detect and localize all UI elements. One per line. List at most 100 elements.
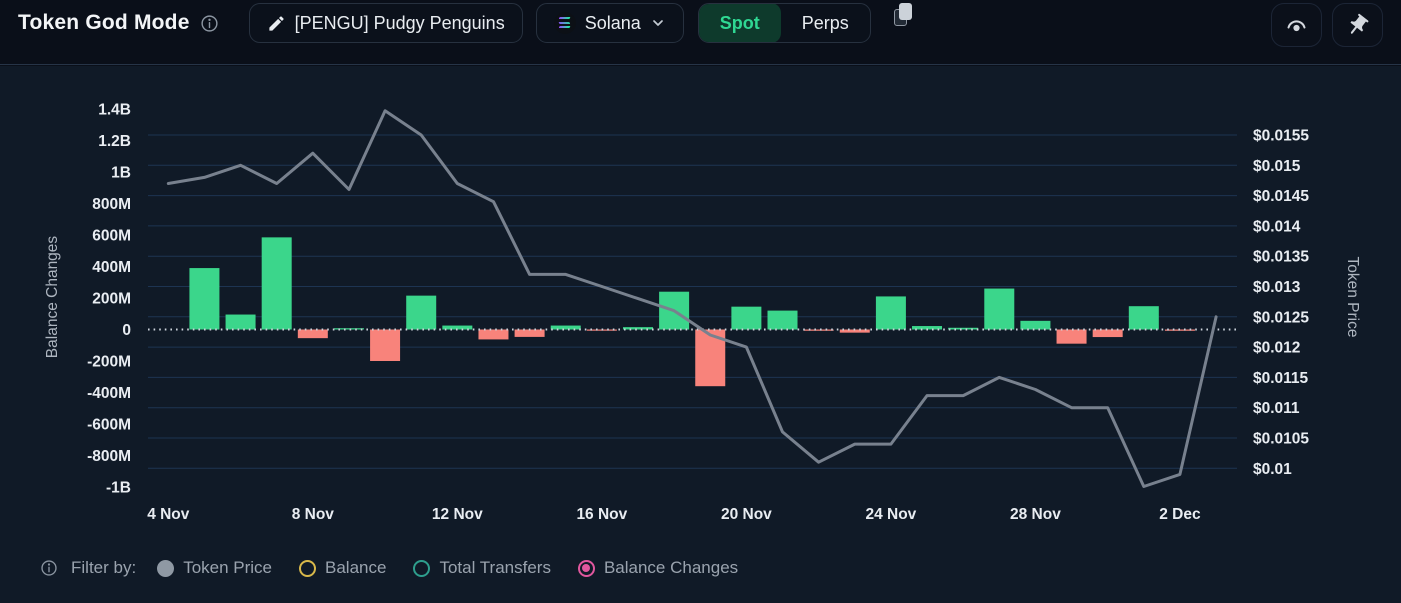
tab-spot[interactable]: Spot <box>698 4 781 42</box>
radio-marker-icon <box>577 559 595 577</box>
balance-change-bar[interactable] <box>1020 320 1051 330</box>
watch-button[interactable] <box>1271 3 1322 47</box>
x-axis-tick: 20 Nov <box>721 506 772 523</box>
balance-change-bar[interactable] <box>406 295 437 330</box>
balance-change-bar[interactable] <box>225 314 256 330</box>
right-axis-tick: $0.0105 <box>1253 431 1309 448</box>
x-axis-tick: 2 Dec <box>1159 506 1201 523</box>
right-axis-tick: $0.0155 <box>1253 128 1309 145</box>
balance-change-bar[interactable] <box>948 327 979 330</box>
left-axis-tick: -200M <box>87 354 131 371</box>
filter-bar: Filter by: Token Price Balance Total Trans… <box>40 558 738 578</box>
copy-icon[interactable] <box>893 3 912 26</box>
filter-option-label: Total Transfers <box>439 558 551 577</box>
right-axis-tick: $0.014 <box>1253 218 1301 235</box>
x-axis-tick: 24 Nov <box>865 506 916 523</box>
filter-option-balance-changes[interactable]: Balance Changes <box>577 558 739 578</box>
chart-panel: $0.0155 $0.015 $0.0145 $0.014 $0.0135 $0.013 $… <box>0 66 1401 603</box>
info-icon[interactable] <box>200 14 219 33</box>
token-selector[interactable]: [PENGU] Pudgy Penguins <box>248 3 523 43</box>
info-icon[interactable] <box>40 559 58 577</box>
right-axis-tick: $0.012 <box>1253 340 1300 357</box>
chevron-down-icon <box>650 15 666 31</box>
filter-options: Token Price Balance Total Transfers Balance… <box>157 558 738 578</box>
left-axis-tick: -1B <box>106 480 131 497</box>
tab-perps[interactable]: Perps <box>781 4 870 42</box>
right-axis-tick: $0.011 <box>1253 400 1300 417</box>
marker-dot <box>582 564 591 572</box>
filter-option-total-transfers[interactable]: Total Transfers <box>413 558 551 578</box>
balance-change-bar[interactable] <box>478 329 509 340</box>
left-axis-tick: -400M <box>87 385 131 402</box>
filter-option-balance[interactable]: Balance <box>299 558 386 578</box>
ring-marker-icon <box>299 559 317 577</box>
x-axis-tick: 8 Nov <box>292 506 335 523</box>
left-axis-tick: 800M <box>92 196 131 213</box>
filter-option-label: Balance <box>325 558 387 577</box>
balance-change-bar[interactable] <box>912 326 943 330</box>
token-selector-label: [PENGU] Pudgy Penguins <box>294 12 505 33</box>
x-axis-tick: 4 Nov <box>147 506 190 523</box>
balance-change-bar[interactable] <box>984 288 1015 330</box>
filled-marker-icon <box>157 559 175 577</box>
balance-change-bar[interactable] <box>550 325 581 330</box>
x-axis-tick: 16 Nov <box>576 506 627 523</box>
balance-change-bar[interactable] <box>261 237 292 330</box>
balance-change-bar[interactable] <box>1092 329 1123 338</box>
right-axis-tick: $0.0115 <box>1253 370 1309 387</box>
chain-selector[interactable]: Solana <box>535 3 684 43</box>
right-axis-tick: $0.01 <box>1253 461 1292 478</box>
balance-change-bar[interactable] <box>1056 329 1087 344</box>
right-axis-tick: $0.015 <box>1253 158 1301 175</box>
x-axis-tick: 28 Nov <box>1010 506 1061 523</box>
left-axis-title: Balance Changes <box>44 236 61 359</box>
left-axis-tick: 1B <box>111 165 131 182</box>
balance-change-bar[interactable] <box>333 328 364 330</box>
balance-change-bar[interactable] <box>767 310 798 330</box>
page-title: Token God Mode <box>18 11 190 34</box>
left-axis-tick: 400M <box>92 259 131 276</box>
edit-icon <box>267 14 286 33</box>
ring-marker-icon <box>413 559 431 577</box>
left-axis-tick: 200M <box>92 291 131 308</box>
left-axis-tick: 1.4B <box>98 102 131 119</box>
top-bar: Token God Mode [PENGU] Pudgy Penguins So… <box>0 0 1401 65</box>
eye-icon <box>1283 13 1310 37</box>
right-axis-tick: $0.0125 <box>1253 309 1309 326</box>
market-type-tabs: Spot Perps <box>697 3 871 43</box>
balance-change-bar[interactable] <box>370 329 401 362</box>
balance-change-bar[interactable] <box>731 306 762 330</box>
balance-change-bar[interactable] <box>875 296 906 330</box>
right-axis-tick: $0.0135 <box>1253 249 1309 266</box>
left-axis-tick: 600M <box>92 228 131 245</box>
balance-change-bar[interactable] <box>297 329 328 339</box>
chain-selector-label: Solana <box>584 12 641 33</box>
balance-change-bar[interactable] <box>442 325 473 330</box>
left-axis-tick: -800M <box>87 448 131 465</box>
balance-change-bar[interactable] <box>189 268 220 330</box>
balance-change-bar[interactable] <box>514 329 545 337</box>
right-axis-tick: $0.013 <box>1253 279 1301 296</box>
x-axis-tick: 12 Nov <box>432 506 483 523</box>
right-axis-tick: $0.0145 <box>1253 188 1309 205</box>
pin-icon <box>1345 13 1370 38</box>
balance-change-bar[interactable] <box>839 329 870 333</box>
filter-option-label: Balance Changes <box>603 558 739 577</box>
balance-changes-price-chart[interactable]: $0.0155 $0.015 $0.0145 $0.014 $0.0135 $0.013 $… <box>0 66 1401 603</box>
pin-button[interactable] <box>1332 3 1383 47</box>
filter-by-label: Filter by: <box>71 558 137 577</box>
balance-change-bar[interactable] <box>622 327 653 330</box>
token-price-line[interactable] <box>166 109 1218 488</box>
left-axis-tick: 0 <box>122 322 131 339</box>
chart-canvas[interactable]: $0.0155 $0.015 $0.0145 $0.014 $0.0135 $0.013 $… <box>0 66 1401 546</box>
left-axis-tick: -600M <box>87 417 131 434</box>
filter-option-label: Token Price <box>183 558 273 577</box>
filter-option-token-price[interactable]: Token Price <box>157 558 272 578</box>
balance-change-bar[interactable] <box>803 329 834 331</box>
page-title-group: Token God Mode <box>18 3 219 43</box>
right-axis-title: Token Price <box>1344 257 1361 338</box>
left-axis-tick: 1.2B <box>98 133 131 150</box>
solana-icon <box>553 12 576 34</box>
balance-change-bar[interactable] <box>1128 306 1159 330</box>
